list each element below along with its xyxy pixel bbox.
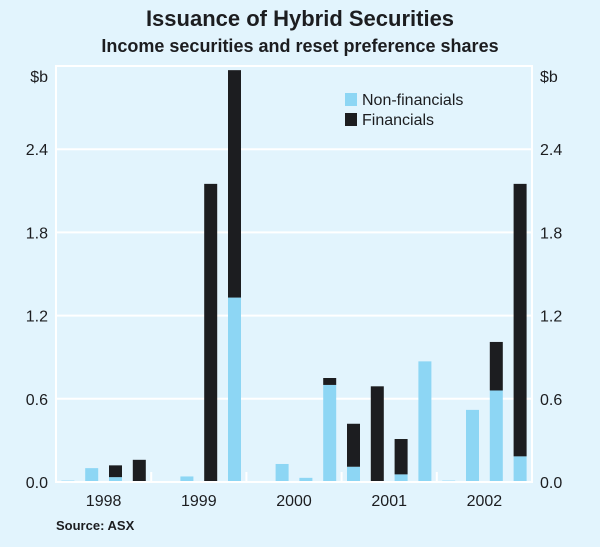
y-tick-label-right: 0.6: [540, 392, 562, 409]
bar-financials: [489, 341, 503, 391]
source-note: Source: ASX: [56, 518, 135, 533]
bar-non-financials: [85, 468, 99, 482]
bar-financials: [370, 386, 384, 482]
legend-label: Non-financials: [362, 92, 463, 109]
bar-financials: [109, 465, 122, 478]
chart-title: Issuance of Hybrid Securities: [145, 6, 455, 31]
y-tick-label-right: 1.8: [540, 225, 562, 242]
bar-financials: [347, 423, 360, 467]
bar-non-financials: [347, 466, 360, 482]
bar-non-financials: [466, 409, 479, 482]
bar-financials: [513, 183, 527, 457]
y-tick-label-left: 1.8: [26, 225, 48, 242]
bar-non-financials: [275, 463, 289, 482]
legend-swatch: [345, 113, 357, 126]
y-axis-unit-left: $b: [30, 69, 48, 86]
bar-non-financials: [489, 390, 503, 482]
x-tick-label: 2001: [371, 493, 407, 510]
bar-non-financials: [323, 384, 337, 482]
bar-non-financials: [513, 456, 527, 482]
x-tick-label: 2000: [276, 493, 312, 510]
bar-non-financials: [418, 361, 432, 482]
bar-financials: [228, 70, 241, 298]
y-tick-label-right: 0.0: [540, 475, 562, 492]
y-axis-unit-right: $b: [540, 69, 558, 86]
bar-non-financials: [394, 474, 408, 482]
legend-label: Financials: [362, 112, 434, 129]
bar-financials: [132, 459, 146, 482]
y-tick-label-left: 1.2: [26, 309, 48, 326]
y-tick-label-left: 0.0: [26, 475, 48, 492]
bar-non-financials: [180, 476, 194, 482]
bar-financials: [204, 183, 218, 482]
y-tick-label-left: 0.6: [26, 392, 48, 409]
plot-area: [55, 65, 533, 483]
x-tick-label: 1999: [181, 493, 217, 510]
bar-non-financials: [109, 477, 122, 482]
x-tick-label: 1998: [86, 493, 122, 510]
bar-non-financials: [299, 477, 313, 482]
legend-swatch: [345, 93, 357, 106]
y-tick-label-left: 2.4: [26, 142, 48, 159]
chart-subtitle: Income securities and reset preference s…: [101, 36, 499, 56]
bar-non-financials: [228, 297, 241, 482]
bar-financials: [394, 439, 408, 475]
y-tick-label-right: 1.2: [540, 309, 562, 326]
bar-financials: [323, 378, 337, 385]
y-tick-label-right: 2.4: [540, 142, 562, 159]
x-tick-label: 2002: [467, 493, 503, 510]
